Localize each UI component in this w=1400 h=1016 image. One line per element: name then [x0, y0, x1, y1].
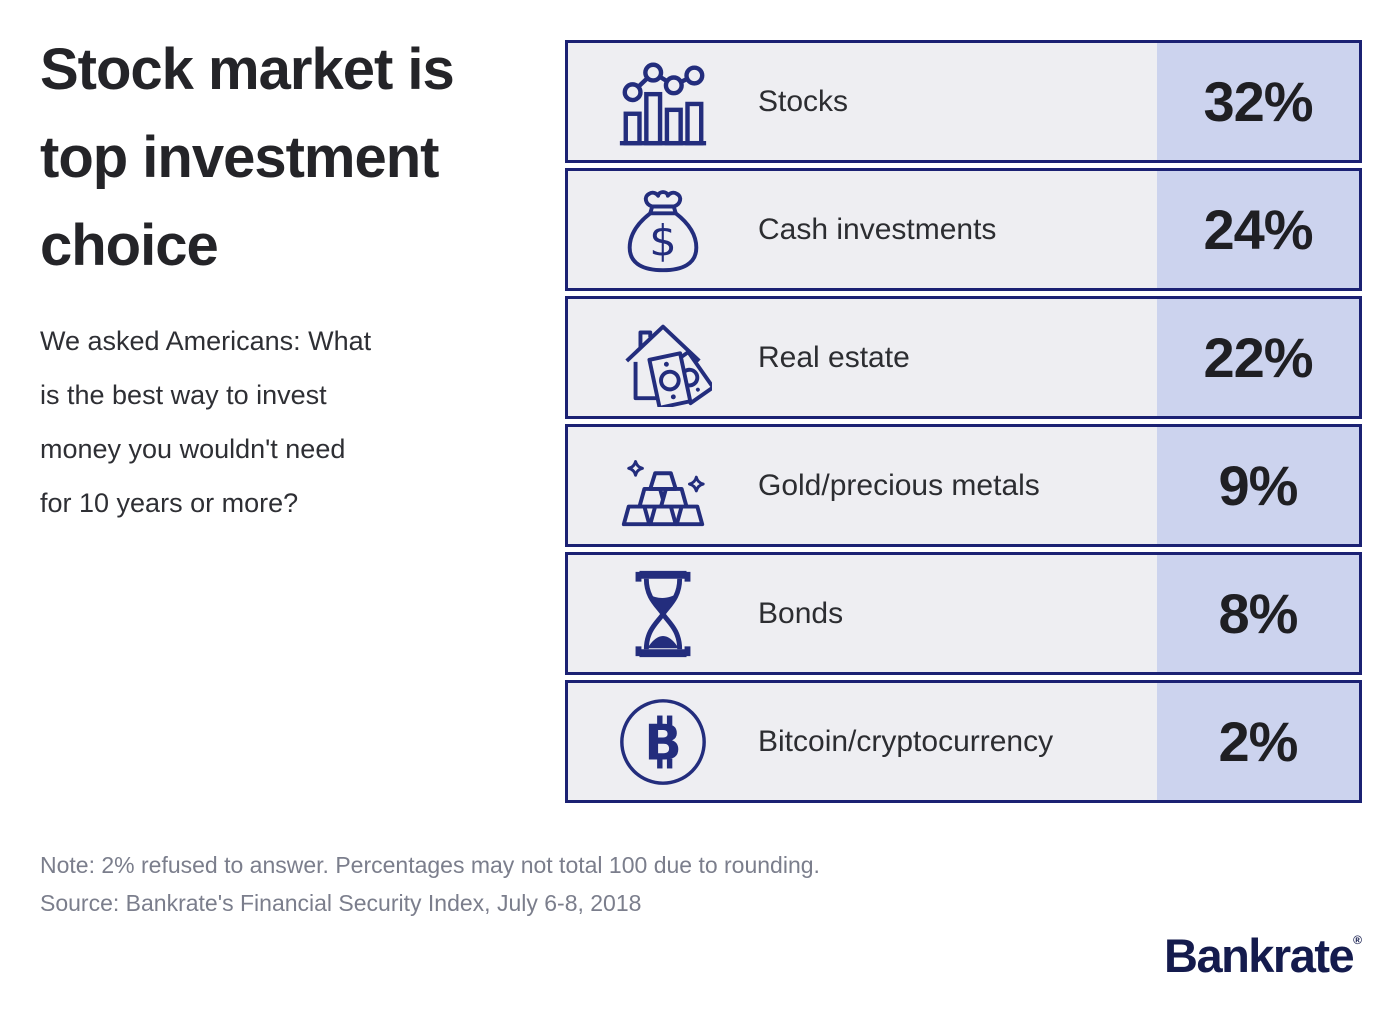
subtitle-line: is the best way to invest	[40, 380, 327, 410]
row-label: Real estate	[758, 340, 910, 374]
source-text: Source: Bankrate's Financial Security In…	[40, 890, 642, 916]
registered-mark: ®	[1353, 933, 1362, 947]
table-row-stocks: Stocks 32%	[565, 40, 1362, 163]
title-line: choice	[40, 213, 219, 278]
house-money-icon	[568, 299, 758, 416]
row-label: Bitcoin/cryptocurrency	[758, 724, 1054, 758]
note-text: Note: 2% refused to answer. Percentages …	[40, 852, 820, 878]
bitcoin-icon: B	[568, 683, 758, 800]
bar-chart-icon	[568, 43, 758, 160]
bankrate-logo: Bankrate®	[1164, 929, 1362, 982]
survey-question: We asked Americans: What is the best way…	[40, 314, 540, 530]
row-label: Gold/precious metals	[758, 468, 1040, 502]
row-label: Bonds	[758, 596, 844, 630]
intro-column: Stock market is top investment choice We…	[40, 26, 540, 530]
row-value: 2%	[1157, 683, 1359, 800]
subtitle-line: We asked Americans: What	[40, 326, 372, 356]
row-value: 9%	[1157, 427, 1359, 544]
footer-notes: Note: 2% refused to answer. Percentages …	[40, 846, 820, 922]
money-bag-icon: $	[568, 171, 758, 288]
subtitle-line: for 10 years or more?	[40, 488, 299, 518]
table-row-real-estate: Real estate 22%	[565, 296, 1362, 419]
row-value: 8%	[1157, 555, 1359, 672]
row-label: Stocks	[758, 84, 849, 118]
table-row-cash-investments: $ Cash investments 24%	[565, 168, 1362, 291]
svg-text:B: B	[644, 714, 681, 771]
row-value: 24%	[1157, 171, 1359, 288]
title-line: top investment	[40, 125, 440, 190]
investment-table: Stocks 32% $ Cash investments 24%	[565, 40, 1362, 803]
gold-bars-icon	[568, 427, 758, 544]
table-row-bonds: Bonds 8%	[565, 552, 1362, 675]
subtitle-line: money you wouldn't need	[40, 434, 346, 464]
row-label: Cash investments	[758, 212, 997, 246]
svg-text:$: $	[649, 216, 676, 266]
table-row-gold-precious-metals: Gold/precious metals 9%	[565, 424, 1362, 547]
table-row-bitcoin-cryptocurrency: B Bitcoin/cryptocurrency 2%	[565, 680, 1362, 803]
page-title: Stock market is top investment choice	[40, 26, 540, 290]
row-value: 32%	[1157, 43, 1359, 160]
title-line: Stock market is	[40, 37, 455, 102]
hourglass-icon	[568, 555, 758, 672]
row-value: 22%	[1157, 299, 1359, 416]
